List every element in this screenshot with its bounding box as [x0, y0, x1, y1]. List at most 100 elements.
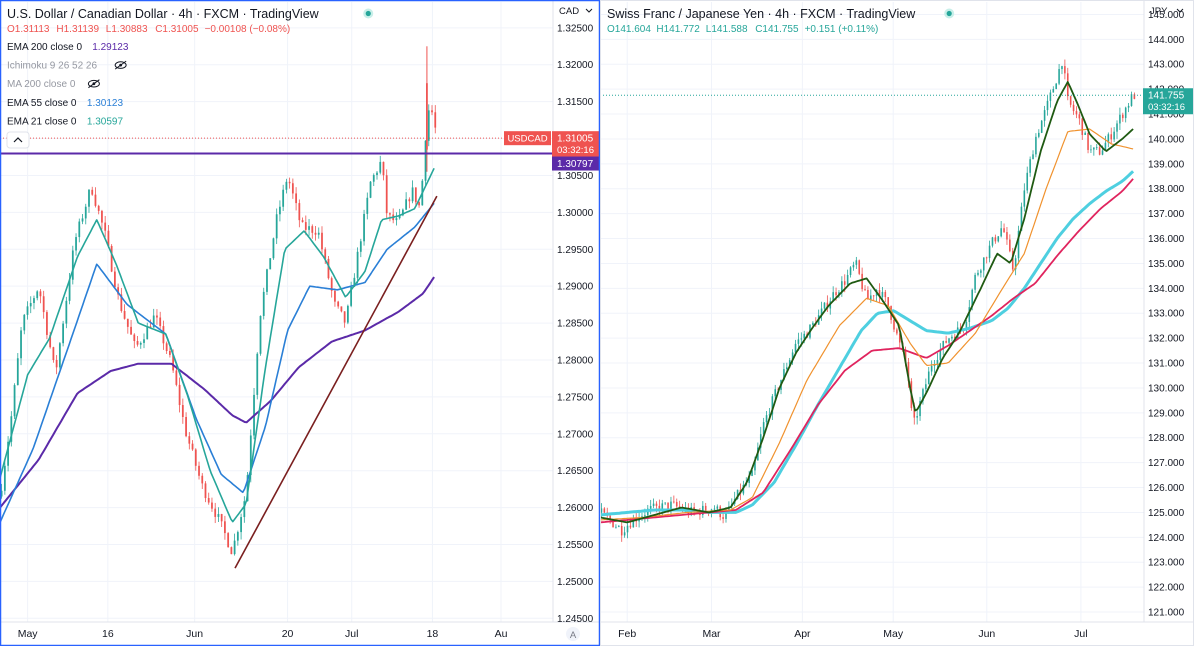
- eye-hidden-icon[interactable]: [87, 79, 100, 89]
- candle-body: [1075, 111, 1078, 115]
- candle-body: [71, 250, 74, 280]
- candle-body: [36, 291, 39, 299]
- collapse-button-bg: [6, 131, 30, 149]
- y-tick-label: 1.25500: [557, 540, 594, 551]
- candle-body: [249, 435, 252, 476]
- candle-body: [275, 214, 278, 239]
- currency-label: CAD: [559, 6, 579, 17]
- ohlc-change: −0.00108 (−0.08%): [205, 24, 291, 35]
- candle-body: [838, 292, 840, 296]
- candle-body: [893, 319, 895, 330]
- symbol-tag: [504, 131, 551, 146]
- candle-body: [980, 270, 982, 273]
- candle-body: [259, 315, 262, 354]
- candle-body: [369, 181, 372, 198]
- time-axis: May 16 Jun 20 Jul 18 Au: [18, 628, 508, 640]
- candle-body: [295, 193, 297, 204]
- candle-body: [266, 269, 268, 292]
- candle-body: [849, 267, 852, 275]
- chart-panel-usdcad: 1.325001.320001.315001.310001.305001.300…: [0, 0, 601, 646]
- candle-body: [220, 514, 223, 522]
- market-status-icon: [363, 8, 374, 19]
- candle-body: [363, 213, 365, 242]
- y-tick-label: 125.000: [1148, 508, 1185, 519]
- candle-body: [1107, 134, 1110, 143]
- candle-body: [615, 526, 617, 528]
- candle-body: [667, 502, 669, 509]
- candle-body: [26, 306, 29, 315]
- candle-body: [113, 271, 116, 288]
- candle-body: [623, 532, 626, 536]
- countdown-timer: 03:32:16: [1148, 102, 1185, 113]
- candle-body: [1023, 190, 1026, 207]
- time-axis: Feb Mar Apr May Jun Jul: [618, 628, 1087, 640]
- candle-body: [1093, 147, 1095, 150]
- collapse-legend-button[interactable]: [6, 131, 30, 149]
- candle-body: [612, 520, 614, 528]
- candle-body: [55, 360, 58, 368]
- last-price-tag: [552, 131, 599, 158]
- last-price-value: 1.31005: [557, 134, 594, 145]
- candle-body: [1113, 131, 1115, 140]
- line-price-tag: [552, 156, 599, 171]
- candle-body: [165, 343, 168, 352]
- candle-body: [1064, 66, 1066, 74]
- y-tick-label: 138.000: [1148, 184, 1185, 195]
- y-tick-label: 139.000: [1148, 159, 1185, 170]
- candle-body: [376, 172, 378, 176]
- candle-body: [434, 112, 437, 128]
- candle-body: [282, 189, 285, 207]
- candle-body: [136, 341, 139, 345]
- y-tick-label: 135.000: [1148, 259, 1185, 270]
- eye-outline: [114, 61, 127, 69]
- candle-body: [977, 272, 979, 275]
- candle-body: [762, 422, 765, 435]
- candle-body: [1014, 258, 1017, 270]
- eye-hidden-icon[interactable]: [114, 60, 127, 70]
- y-tick-label: 134.000: [1148, 284, 1185, 295]
- candle-body: [1124, 107, 1127, 119]
- candle-body: [985, 257, 988, 259]
- candle-body: [1104, 142, 1107, 151]
- candle-body: [414, 187, 417, 203]
- candle-body: [673, 501, 675, 503]
- candle-body: [1072, 104, 1075, 112]
- candle-body: [649, 505, 652, 509]
- ohlc-low: L1.30883: [106, 24, 148, 35]
- y-tick-label: 1.32500: [557, 23, 594, 34]
- y-tick-label: 128.000: [1148, 433, 1185, 444]
- candle-body: [327, 258, 330, 279]
- chart-title: U.S. Dollar / Canadian Dollar · 4h · FXC…: [7, 7, 320, 21]
- candle-body: [603, 508, 606, 513]
- indicator-name: EMA 55 close 0: [7, 98, 77, 109]
- candle-body: [146, 326, 149, 340]
- candle-body: [172, 354, 175, 371]
- candle-body: [230, 547, 233, 555]
- candle-body: [1055, 83, 1057, 90]
- candle-body: [324, 249, 327, 259]
- candle-body: [379, 161, 382, 173]
- candle-body: [722, 517, 724, 519]
- candle-body: [725, 512, 727, 519]
- candle-body: [240, 517, 242, 533]
- candle-body: [211, 502, 213, 509]
- eye-slash: [88, 79, 100, 89]
- candle-body: [149, 326, 152, 328]
- indicator-name: EMA 200 close 0: [7, 42, 82, 53]
- countdown-timer: 03:32:16: [557, 145, 594, 156]
- indicator-value: 1.30123: [87, 98, 124, 109]
- auto-scale-button[interactable]: A: [566, 627, 580, 641]
- candle-body: [84, 206, 87, 219]
- candle-body: [930, 365, 933, 372]
- candle-body: [1081, 118, 1084, 135]
- candle-body: [126, 318, 129, 327]
- x-tick-label: 16: [102, 628, 114, 640]
- candle-body: [65, 300, 68, 324]
- candle-body: [0, 490, 3, 497]
- candle-body: [104, 222, 107, 231]
- candle-body: [314, 232, 317, 235]
- candle-body: [936, 359, 939, 365]
- x-tick-label: Jun: [186, 628, 203, 640]
- y-tick-label: 143.000: [1148, 60, 1185, 71]
- candle-body: [426, 83, 428, 150]
